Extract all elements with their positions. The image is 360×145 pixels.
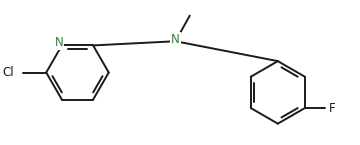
Text: F: F (329, 102, 336, 115)
Text: N: N (171, 33, 180, 46)
Text: N: N (55, 36, 63, 49)
Text: Cl: Cl (2, 66, 14, 79)
